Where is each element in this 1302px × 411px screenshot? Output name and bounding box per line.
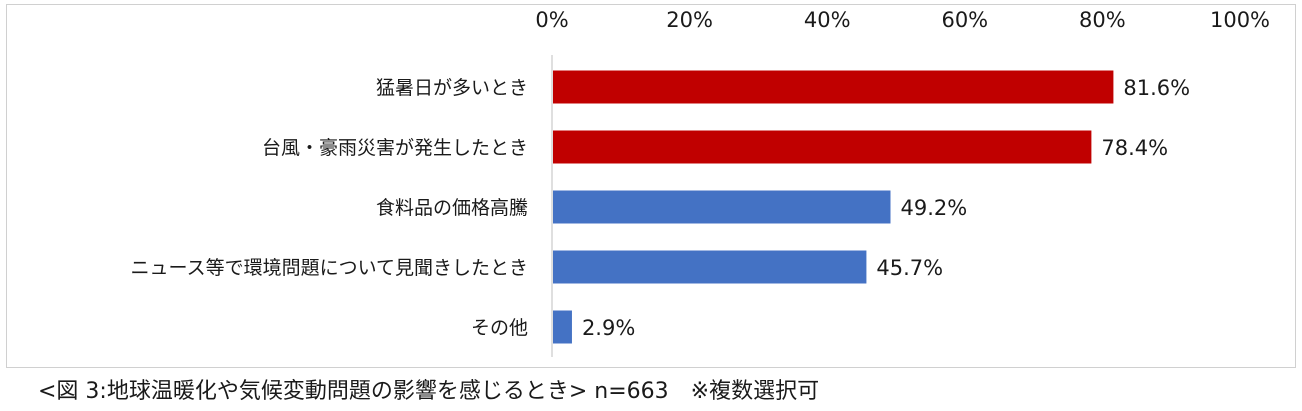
bar-chart: 0% 20% 40% 60% 80% 100% 猛暑日が多いとき 81.6% 台風・豪雨災害が発… [131, 8, 1270, 357]
category-label: 食料品の価格高騰 [376, 197, 528, 219]
bar [553, 70, 1114, 104]
data-label: 45.7% [876, 256, 943, 280]
data-label: 78.4% [1101, 136, 1168, 160]
bar [553, 130, 1092, 164]
x-tick-label: 100% [1210, 8, 1270, 32]
category-label: 猛暑日が多いとき [376, 77, 528, 99]
figure-caption: <図 3:地球温暖化や気候変動問題の影響を感じるとき> n=663 ※複数選択可 [38, 373, 819, 405]
caption-note: ※複数選択可 [690, 379, 820, 404]
x-tick-label: 80% [1079, 8, 1126, 32]
bar [553, 190, 891, 224]
category-label: ニュース等で環境問題について見聞きしたとき [131, 257, 528, 279]
x-tick-label: 40% [804, 8, 851, 32]
x-tick-label: 20% [666, 8, 713, 32]
caption-spacer [669, 379, 691, 404]
x-tick-label: 0% [535, 8, 568, 32]
caption-text: <図 3:地球温暖化や気候変動問題の影響を感じるとき> n=663 [38, 379, 669, 404]
bar [553, 310, 572, 344]
category-label: その他 [471, 317, 528, 339]
bar [553, 250, 867, 284]
x-tick-label: 60% [941, 8, 988, 32]
category-label: 台風・豪雨災害が発生したとき [262, 137, 528, 159]
data-label: 2.9% [582, 316, 635, 340]
data-label: 49.2% [900, 196, 967, 220]
chart-frame: 0% 20% 40% 60% 80% 100% 猛暑日が多いとき 81.6% 台風・豪雨災害が発… [6, 4, 1296, 368]
data-label: 81.6% [1123, 76, 1190, 100]
